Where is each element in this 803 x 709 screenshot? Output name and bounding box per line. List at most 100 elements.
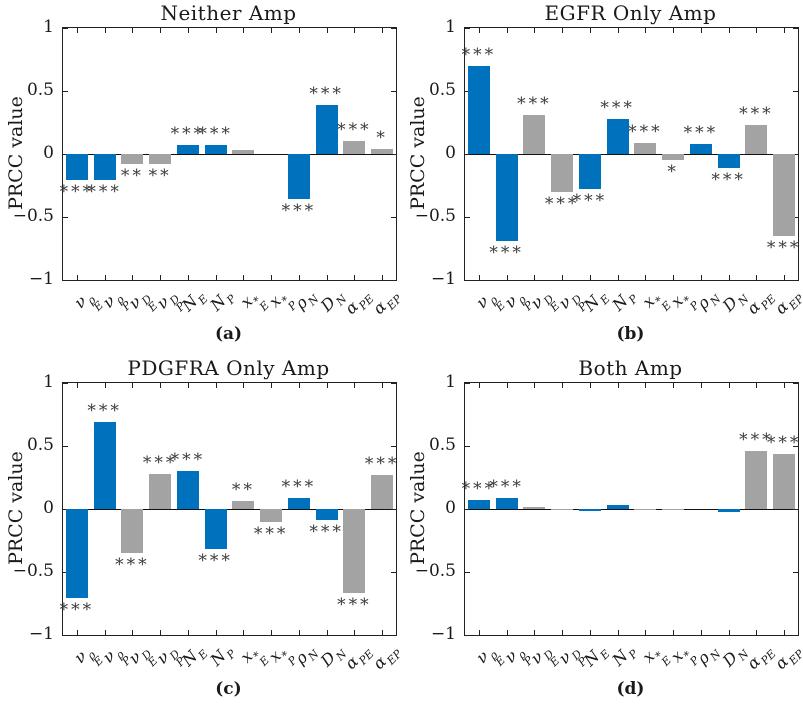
- y-tick-label: 0: [43, 498, 54, 518]
- y-tick-label: 0.5: [428, 435, 456, 455]
- x-axis-tick: [534, 28, 536, 33]
- y-axis-tick: [391, 445, 396, 447]
- x-axis-tick: [76, 28, 78, 33]
- x-axis-tick: [534, 630, 536, 635]
- significance-stars: ***: [142, 452, 178, 473]
- significance-stars: ***: [309, 522, 344, 543]
- significance-stars: ***: [461, 44, 497, 65]
- y-axis-tick: [793, 153, 798, 155]
- y-axis-tick: [465, 153, 470, 155]
- x-axis-tick: [132, 630, 134, 635]
- significance-stars: *: [667, 162, 679, 183]
- x-axis-tick: [645, 383, 647, 388]
- y-axis-tick: [63, 508, 68, 510]
- x-tick-label: αEP: [771, 292, 803, 318]
- panel-caption: (b): [616, 324, 645, 344]
- bar-ρ_N: [287, 497, 310, 509]
- plot-area: *** *** ** ** *** *** *** *** *** *: [60, 27, 397, 281]
- significance-stars: ***: [59, 600, 95, 621]
- x-axis-tick: [354, 275, 356, 280]
- significance-stars: **: [120, 166, 144, 187]
- significance-stars: ***: [766, 237, 802, 258]
- y-axis-tick: [793, 571, 798, 573]
- y-axis-tick: [465, 27, 470, 29]
- x-axis-tick: [673, 275, 675, 280]
- y-axis-tick: [465, 216, 470, 218]
- bar-N_E: [578, 154, 601, 190]
- x-axis-tick: [784, 275, 786, 280]
- y-axis-tick: [793, 445, 798, 447]
- x-axis-tick: [382, 383, 384, 388]
- y-tick-label: −0.5: [414, 206, 456, 226]
- panel-caption: (a): [214, 324, 243, 344]
- x-axis-tick: [728, 28, 730, 33]
- y-axis-tick: [465, 634, 470, 636]
- panel-title: EGFR Only Amp: [544, 1, 717, 25]
- x-axis-tick: [326, 275, 328, 280]
- x-axis-tick: [382, 630, 384, 635]
- panel-both-amp: Both Amp PRCC value *** *** *** *** (d) 1 0.…: [402, 355, 803, 709]
- y-axis-tick: [793, 90, 798, 92]
- bar-x_E^*: [232, 150, 255, 154]
- x-axis-tick: [617, 383, 619, 388]
- x-axis-tick: [562, 275, 564, 280]
- x-axis-tick: [478, 383, 480, 388]
- significance-stars: ***: [170, 450, 206, 471]
- x-axis-tick: [562, 383, 564, 388]
- panel-title: Neither Amp: [160, 1, 297, 25]
- x-axis-tick: [215, 630, 217, 635]
- y-tick-label: −1: [28, 269, 54, 289]
- bar-ν_P^ρ: [93, 154, 116, 181]
- bar-ν_P^D: [551, 509, 574, 510]
- x-axis-tick: [478, 28, 480, 33]
- y-tick-label: 1: [43, 17, 54, 37]
- significance-stars: ***: [489, 242, 524, 263]
- x-axis-tick: [215, 28, 217, 33]
- y-axis-tick: [465, 445, 470, 447]
- panel-egfr-only-amp: EGFR Only Amp PRCC value *** *** *** *** ***…: [402, 0, 803, 354]
- bar-N_E: [176, 145, 199, 154]
- x-axis-tick: [756, 28, 758, 33]
- x-tick-label: NP: [608, 646, 641, 670]
- x-axis-tick: [326, 630, 328, 635]
- significance-stars: ***: [461, 479, 497, 500]
- zero-axis-line: [465, 153, 798, 155]
- x-axis-tick: [104, 383, 106, 388]
- x-axis-tick: [104, 28, 106, 33]
- significance-stars: ***: [628, 121, 663, 142]
- x-axis-tick: [354, 28, 356, 33]
- y-axis-tick: [391, 634, 396, 636]
- x-axis-tick: [589, 28, 591, 33]
- y-axis-tick: [793, 508, 798, 510]
- y-axis-tick: [391, 571, 396, 573]
- x-axis-tick: [784, 383, 786, 388]
- x-tick-label: x * E: [236, 291, 273, 314]
- significance-stars: ***: [517, 93, 552, 114]
- x-axis-tick: [673, 383, 675, 388]
- bar-x_P^*: [662, 509, 685, 511]
- bar-α_PE: [745, 451, 768, 509]
- zero-axis-line: [465, 508, 798, 510]
- x-axis-tick: [271, 630, 273, 635]
- x-axis-tick: [298, 383, 300, 388]
- x-axis-tick: [562, 28, 564, 33]
- x-axis-tick: [756, 275, 758, 280]
- x-axis-tick: [298, 28, 300, 33]
- bar-D_N: [717, 154, 740, 168]
- x-axis-tick: [673, 28, 675, 33]
- y-tick-label: 0.5: [26, 80, 54, 100]
- x-axis-tick: [187, 383, 189, 388]
- x-axis-tick: [243, 275, 245, 280]
- y-axis-tick: [793, 216, 798, 218]
- x-axis-tick: [756, 383, 758, 388]
- x-axis-tick: [784, 630, 786, 635]
- y-axis-tick: [465, 279, 470, 281]
- y-axis-tick: [63, 571, 68, 573]
- y-axis-tick: [391, 279, 396, 281]
- bar-α_EP: [773, 453, 796, 509]
- x-axis-tick: [617, 28, 619, 33]
- x-tick-label: NP: [206, 646, 239, 670]
- x-axis-tick: [728, 630, 730, 635]
